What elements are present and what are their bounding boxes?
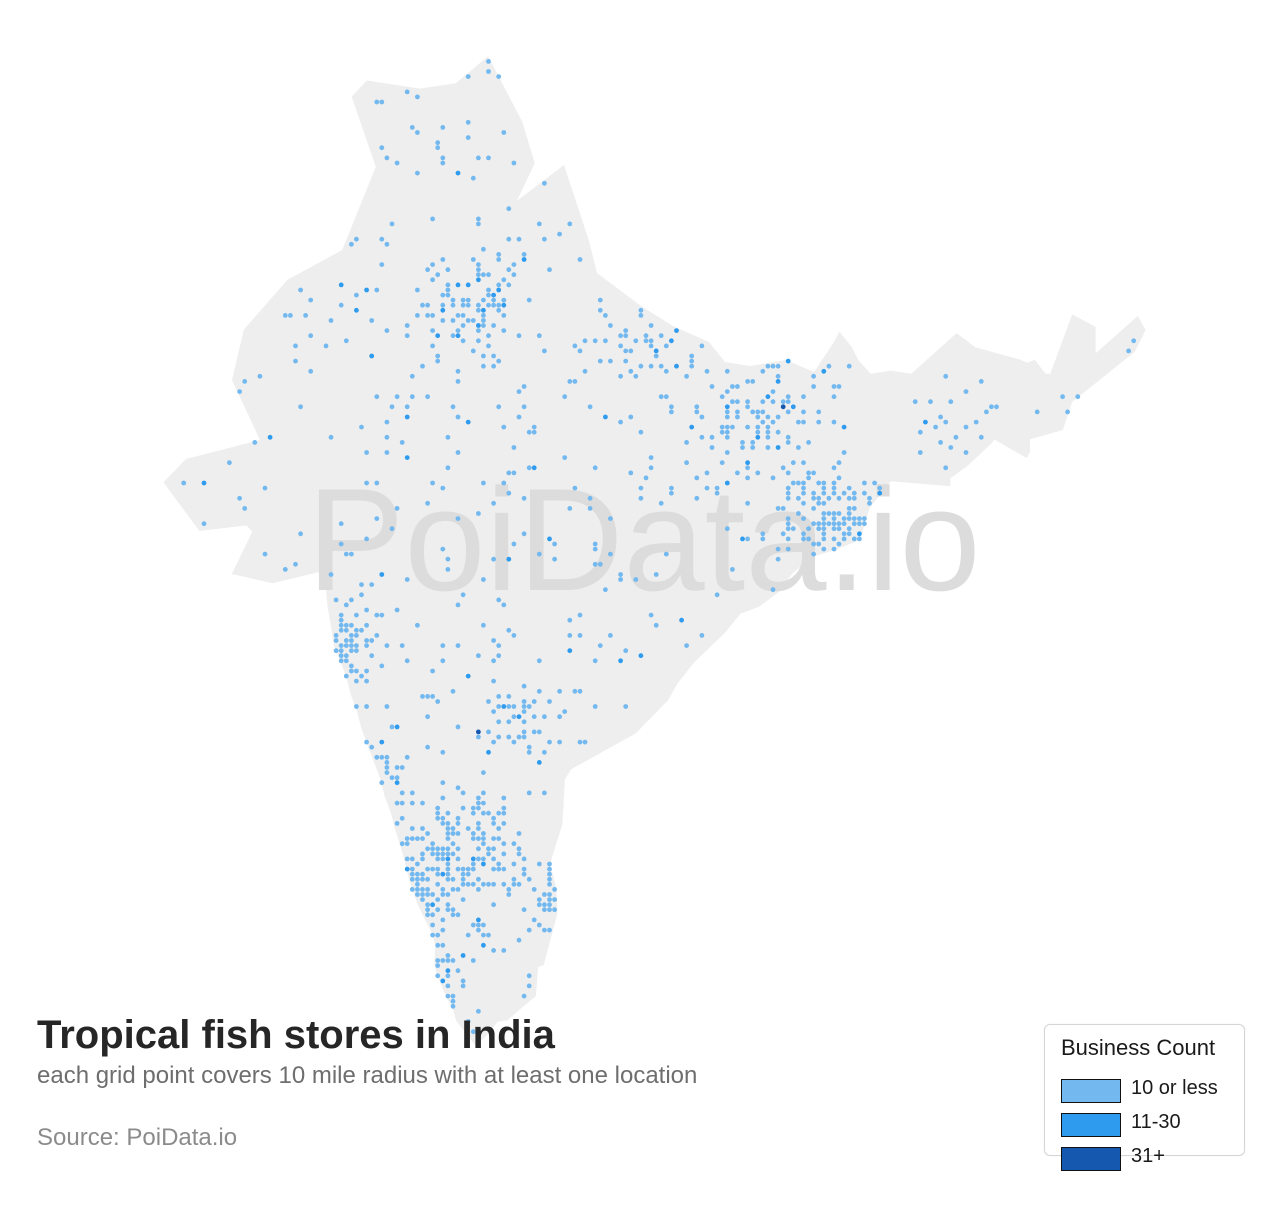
- svg-text:PoiData.io: PoiData.io: [307, 458, 981, 621]
